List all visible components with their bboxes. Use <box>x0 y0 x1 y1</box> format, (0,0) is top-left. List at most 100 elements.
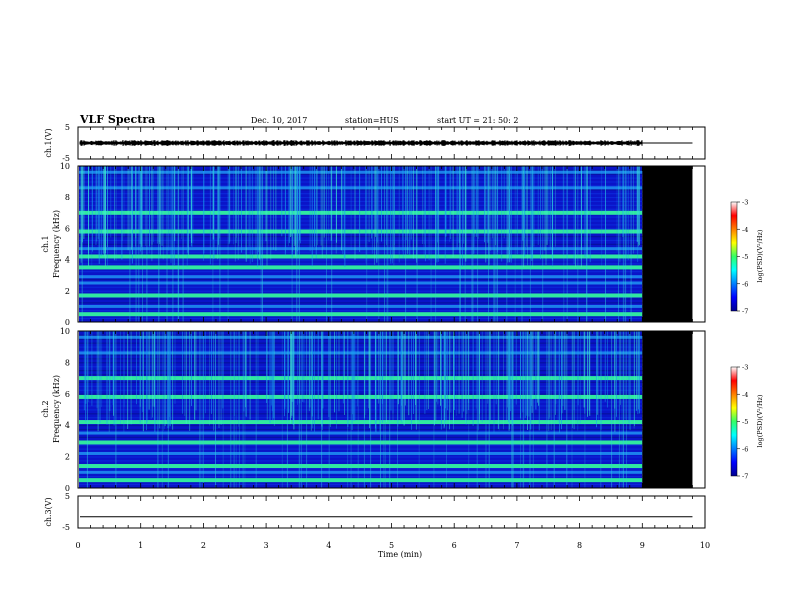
header-date: Dec. 10, 2017 <box>251 116 307 125</box>
spectrogram-streak <box>203 166 204 261</box>
spectrogram-noise-band <box>79 251 643 253</box>
spectrogram-band <box>79 351 643 355</box>
spectrogram-streak <box>535 331 537 410</box>
spectrogram-noise-band <box>79 405 643 407</box>
spectrogram-streak <box>625 166 627 322</box>
spectrogram-streak <box>164 331 165 429</box>
ch1-spectrogram-nodata <box>642 166 693 322</box>
spectrogram-streak <box>115 166 117 261</box>
spectrogram-streak <box>248 166 250 248</box>
spectrogram-streak <box>386 166 387 246</box>
spectrogram-streak <box>577 331 579 406</box>
spectrogram-streak <box>484 166 485 243</box>
spectrogram-streak <box>251 166 253 263</box>
spectrogram-streak <box>392 331 394 422</box>
spectrogram-band <box>79 312 643 317</box>
spectrogram-streak <box>160 166 161 256</box>
spectrogram-streak <box>533 166 535 247</box>
spectrogram-streak <box>637 166 639 263</box>
spectrogram-streak <box>443 331 445 429</box>
spectrogram-streak <box>342 331 344 404</box>
spectrogram-streak <box>297 166 299 252</box>
spectrogram-streak <box>162 166 164 260</box>
spectrogram-streak <box>168 331 170 428</box>
spectrogram-streak <box>626 331 627 488</box>
spectrogram-streak <box>528 331 530 417</box>
spectrogram-streak <box>506 331 508 421</box>
spectrogram-noise-band <box>79 224 643 226</box>
spectrogram-streak <box>435 166 437 322</box>
spectrogram-streak <box>490 166 492 251</box>
spectrogram-streak <box>321 166 323 259</box>
spectrogram-streak <box>365 166 367 264</box>
spectrogram-streak <box>146 166 148 322</box>
spectrogram-streak <box>321 331 323 488</box>
spectrogram-streak <box>506 166 508 322</box>
spectrogram-streak <box>213 166 215 259</box>
spectrogram-streak <box>553 331 555 488</box>
spectrogram-streak <box>459 166 460 253</box>
spectrogram-streak <box>468 331 470 410</box>
spectrogram-streak <box>537 166 539 245</box>
spectrogram-streak <box>291 166 292 237</box>
spectrogram-streak <box>158 166 160 242</box>
spectrogram-streak <box>262 166 263 322</box>
spectrogram-streak <box>552 166 554 267</box>
spectrogram-streak <box>566 166 568 259</box>
spectrogram-streak <box>131 166 132 250</box>
spectrogram-streak <box>445 331 446 409</box>
spectrogram-noise-band <box>79 298 643 300</box>
spectrogram-noise-band <box>79 271 643 273</box>
spectrogram-noise-band <box>79 317 643 320</box>
spectrogram-streak <box>495 166 497 322</box>
spectrogram-streak <box>622 166 624 322</box>
colorbar-tick-label: -5 <box>742 418 748 426</box>
spectrogram-streak <box>465 331 467 425</box>
spectrogram-noise-band <box>79 460 643 462</box>
ch2-spectrogram-ylabel-freq: Frequency (kHz) <box>52 375 61 443</box>
spectrogram-streak <box>331 166 333 322</box>
ch1-spectrogram-ylabel-freq: Frequency (kHz) <box>52 210 61 278</box>
spectrogram-streak <box>376 166 378 263</box>
spectrogram-streak <box>418 331 420 488</box>
spectrogram-streak <box>435 331 437 421</box>
spectrogram-streak <box>584 331 586 488</box>
colorbar-tick-label: -7 <box>742 308 748 316</box>
spectrogram-noise-band <box>79 286 643 288</box>
spectrogram-streak <box>320 166 322 246</box>
spectrogram-streak <box>88 166 89 266</box>
spectrogram-band <box>79 451 643 455</box>
spectrogram-streak <box>629 331 631 431</box>
spectrogram-streak <box>286 331 288 488</box>
spectrogram-streak <box>509 166 510 255</box>
spectrogram-streak <box>583 331 585 408</box>
spectrogram-streak <box>149 166 150 247</box>
spectrogram-streak <box>376 166 378 263</box>
spectrogram-streak <box>496 166 498 322</box>
time-tick-label: 7 <box>514 541 519 550</box>
spectrogram-streak <box>330 331 331 427</box>
spectrogram-streak <box>605 166 606 247</box>
spectrogram-streak <box>326 166 327 322</box>
spectrogram-streak <box>616 331 617 417</box>
spectrogram-streak <box>513 331 514 488</box>
spectrogram-streak <box>405 166 407 240</box>
spectrogram-streak <box>311 166 313 267</box>
spectrogram-streak <box>233 166 234 245</box>
spectrogram-streak <box>586 166 588 241</box>
freq-tick-label: 8 <box>65 358 70 367</box>
spectrogram-streak <box>299 331 301 404</box>
spectrogram-band <box>79 394 643 399</box>
ch3-waveform-frame <box>77 495 706 529</box>
spectrogram-streak <box>540 166 541 260</box>
spectrogram-streak <box>546 331 548 488</box>
spectrogram-streak <box>559 331 560 433</box>
spectrogram-noise-band <box>79 173 643 175</box>
ch3-waveform-panel: 5 -5 ch.3(V) 0 1 2 3 4 5 6 7 8 9 10 Time (min) <box>44 492 710 559</box>
spectrogram-streak <box>488 166 490 265</box>
spectrogram-streak <box>532 331 534 488</box>
spectrogram-noise-band <box>79 302 643 304</box>
spectrogram-streak <box>375 331 377 433</box>
spectrogram-noise-band <box>79 196 643 199</box>
spectrogram-band <box>79 420 643 425</box>
